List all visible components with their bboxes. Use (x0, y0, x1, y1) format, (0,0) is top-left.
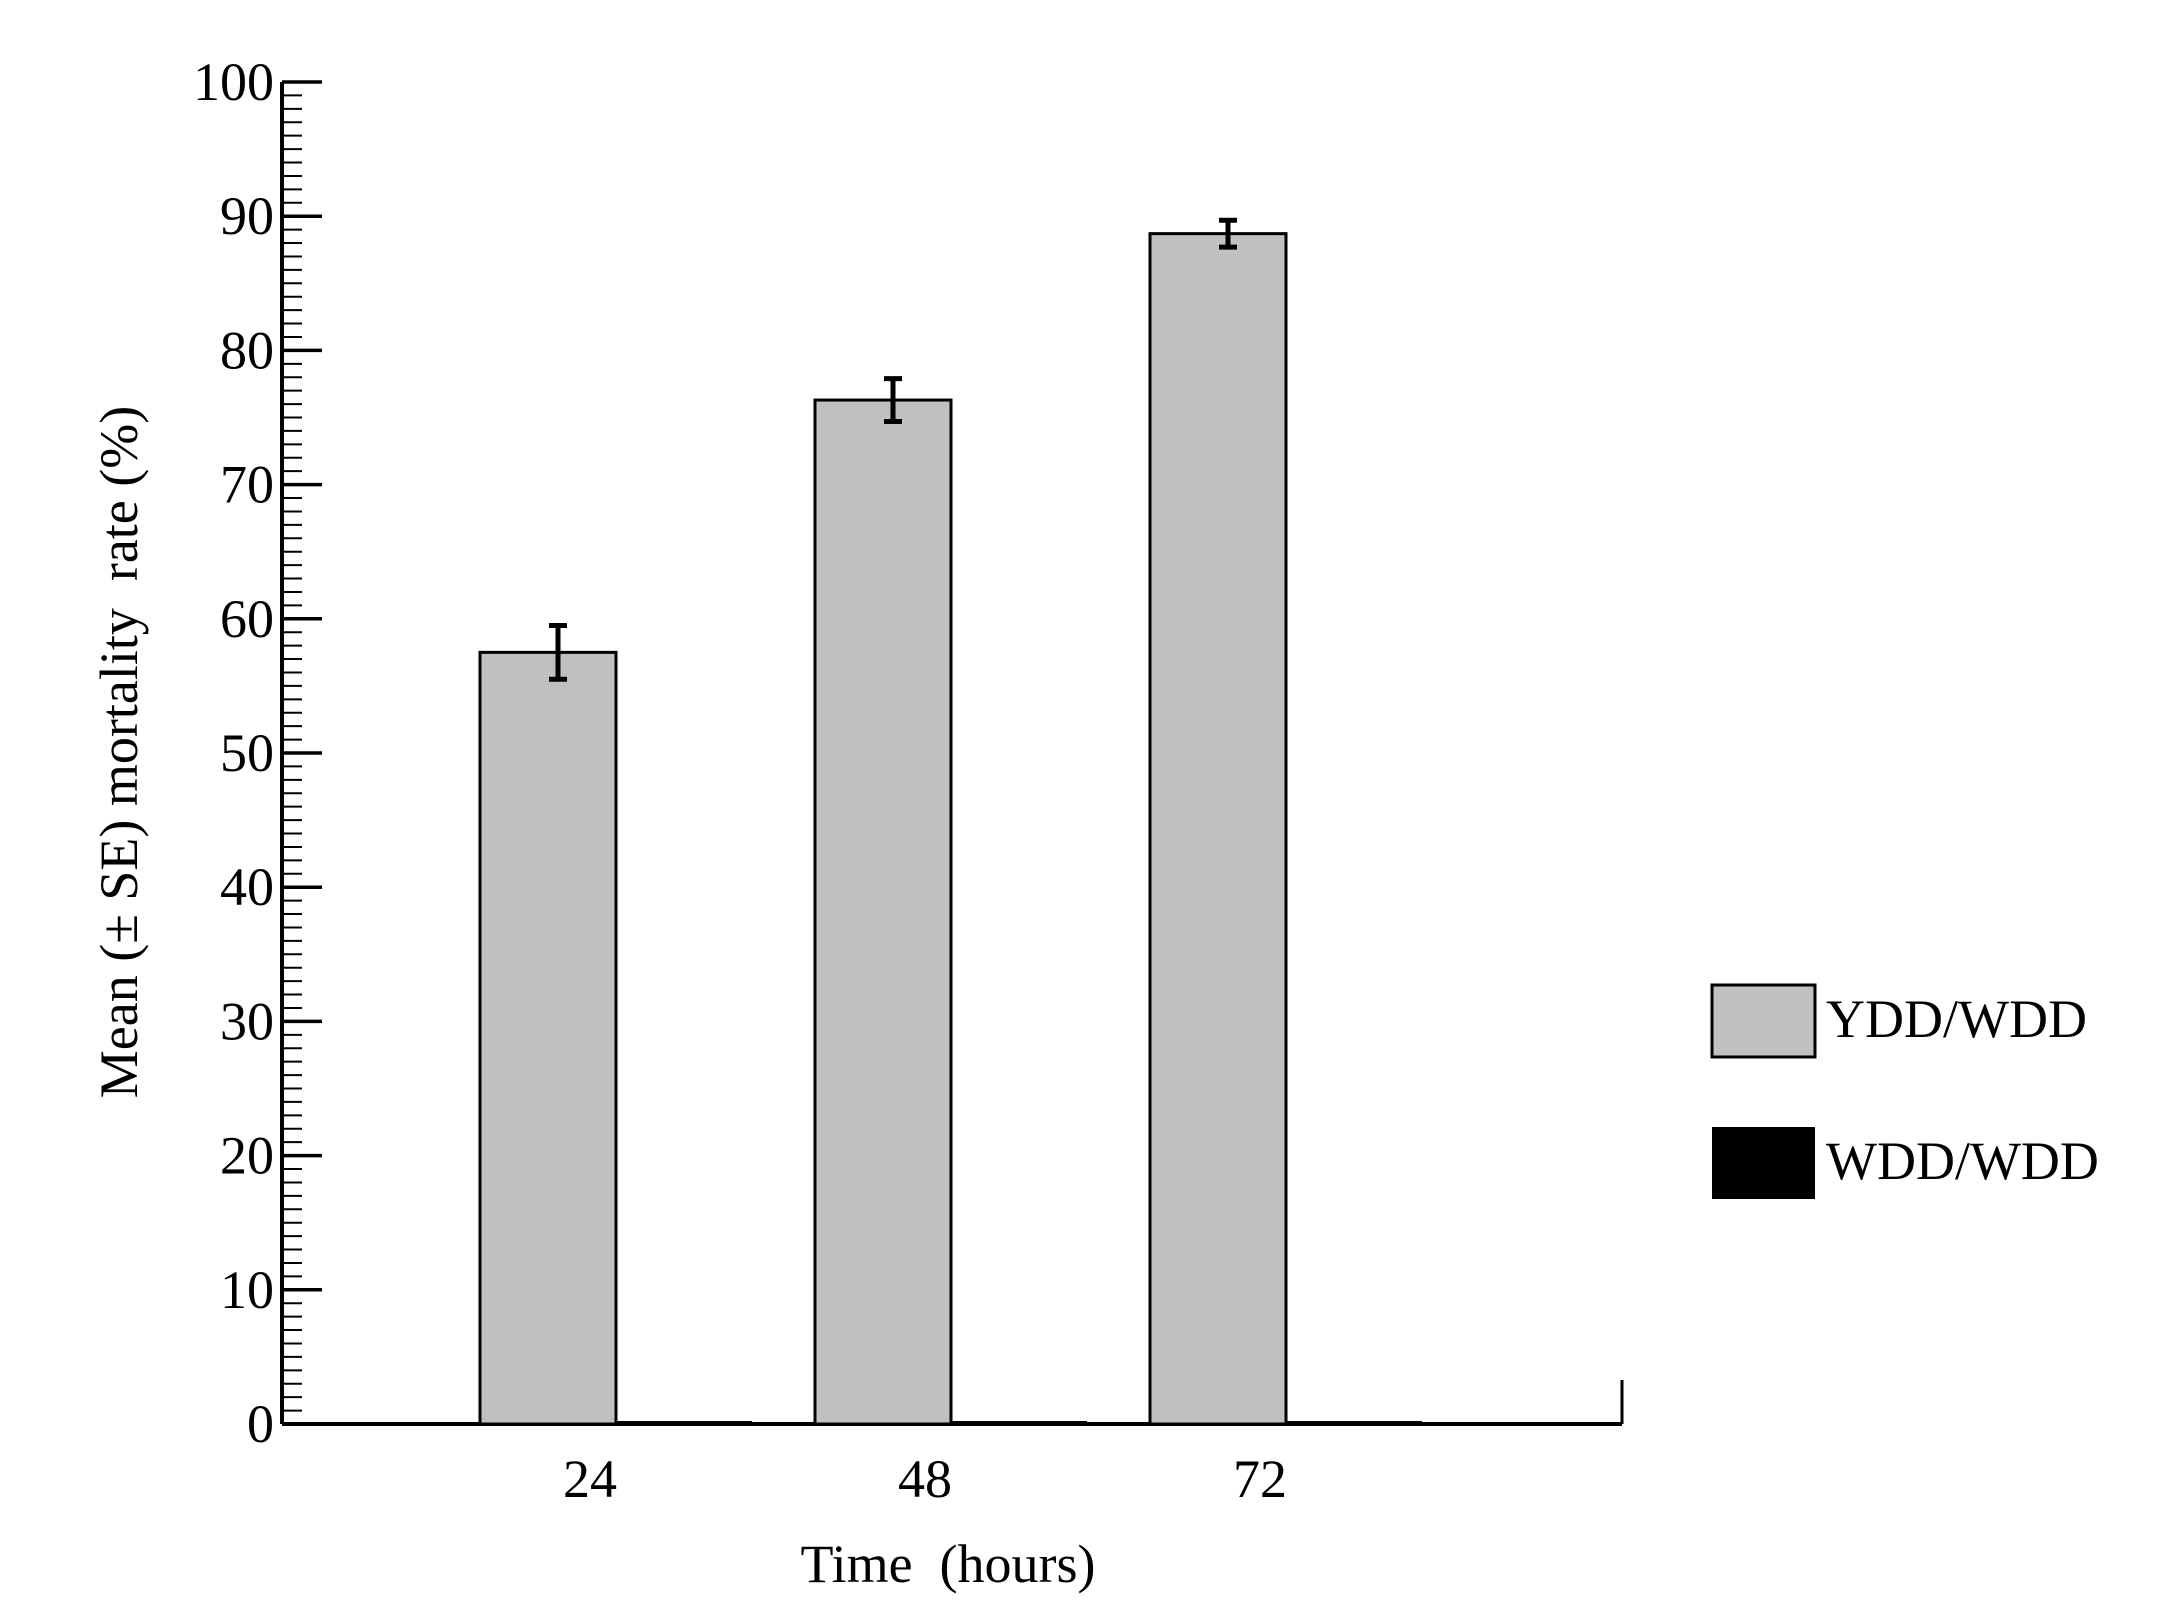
y-tick-label: 40 (220, 857, 274, 917)
legend-item: YDD/WDD (1710, 983, 2087, 1059)
y-tick-label: 60 (220, 589, 274, 649)
y-tick-label: 0 (247, 1394, 274, 1454)
y-tick-labels: 0 10 20 30 40 50 60 70 80 90 100 (193, 52, 274, 1454)
y-tick-label: 50 (220, 723, 274, 783)
y-tick-label: 70 (220, 455, 274, 515)
bar-ydd-wdd-24 (478, 650, 618, 1426)
x-tick-label: 48 (898, 1449, 952, 1509)
y-tick-label: 90 (220, 186, 274, 246)
x-tick-label: 72 (1233, 1449, 1287, 1509)
bars (478, 232, 1422, 1426)
y-axis-title: Mean (± SE) mortality rate (%) (89, 406, 149, 1098)
legend-label: WDD/WDD (1826, 1131, 2099, 1191)
y-tick-label: 10 (220, 1260, 274, 1320)
y-tick-label: 80 (220, 320, 274, 380)
legend-item: WDD/WDD (1712, 1127, 2099, 1199)
legend-swatch (1712, 1127, 1815, 1199)
x-tick-label: 24 (563, 1449, 617, 1509)
legend: YDD/WDD WDD/WDD (1710, 983, 2099, 1199)
bar-wdd-wdd-72 (1286, 1421, 1422, 1426)
bar-ydd-wdd-48 (813, 398, 953, 1426)
bar-wdd-wdd-48 (951, 1421, 1087, 1426)
x-axis-title: Time (hours) (800, 1534, 1095, 1594)
y-tick-label: 100 (193, 52, 274, 112)
y-tick-label: 30 (220, 991, 274, 1051)
x-tick-labels: 24 48 72 (563, 1449, 1287, 1509)
legend-label: YDD/WDD (1826, 989, 2087, 1049)
error-bars (549, 217, 1237, 682)
bar-ydd-wdd-72 (1148, 232, 1288, 1426)
legend-swatch (1710, 983, 1817, 1059)
y-tick-label: 20 (220, 1126, 274, 1186)
bar-wdd-wdd-24 (616, 1421, 752, 1426)
